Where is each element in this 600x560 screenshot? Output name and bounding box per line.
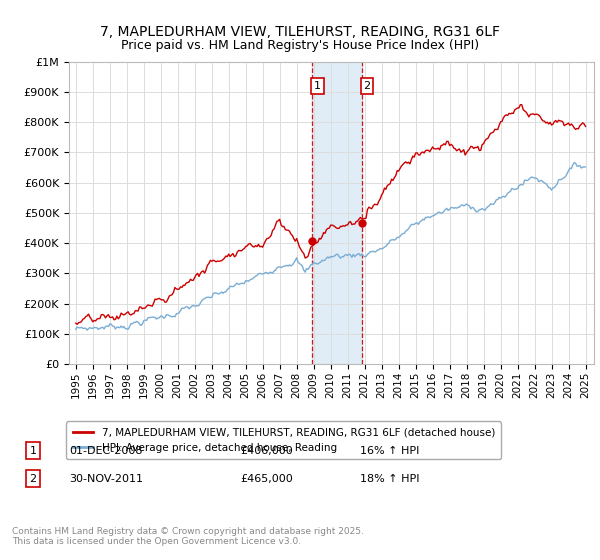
Text: 18% ↑ HPI: 18% ↑ HPI	[360, 474, 419, 484]
Text: 16% ↑ HPI: 16% ↑ HPI	[360, 446, 419, 456]
Text: 30-NOV-2011: 30-NOV-2011	[69, 474, 143, 484]
Text: £465,000: £465,000	[240, 474, 293, 484]
Text: 7, MAPLEDURHAM VIEW, TILEHURST, READING, RG31 6LF: 7, MAPLEDURHAM VIEW, TILEHURST, READING,…	[100, 25, 500, 39]
Text: 2: 2	[364, 81, 371, 91]
Text: Contains HM Land Registry data © Crown copyright and database right 2025.
This d: Contains HM Land Registry data © Crown c…	[12, 526, 364, 546]
Text: Price paid vs. HM Land Registry's House Price Index (HPI): Price paid vs. HM Land Registry's House …	[121, 39, 479, 52]
Bar	[312, 62, 362, 364]
Text: 01-DEC-2008: 01-DEC-2008	[69, 446, 143, 456]
Legend: 7, MAPLEDURHAM VIEW, TILEHURST, READING, RG31 6LF (detached house), HPI: Average: 7, MAPLEDURHAM VIEW, TILEHURST, READING,…	[67, 422, 502, 459]
Text: 2: 2	[29, 474, 37, 484]
Text: £406,000: £406,000	[240, 446, 293, 456]
Text: 1: 1	[314, 81, 321, 91]
Text: 1: 1	[29, 446, 37, 456]
